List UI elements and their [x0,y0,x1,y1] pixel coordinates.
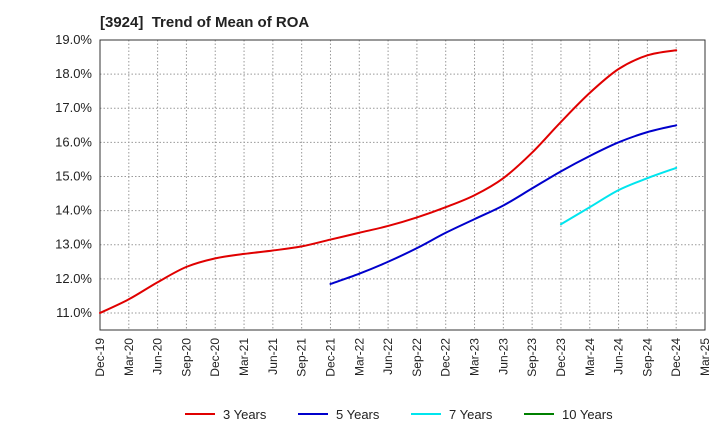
x-tick-label: Dec-23 [554,338,568,377]
grid-lines [100,39,705,330]
x-tick-label: Dec-24 [669,338,683,377]
y-tick-label: 18.0% [55,66,92,81]
y-tick-label: 14.0% [55,203,92,218]
y-tick-label: 13.0% [55,237,92,252]
y-tick-label: 11.0% [56,305,92,320]
x-tick-label: Dec-20 [208,338,222,377]
x-tick-label: Jun-21 [266,338,280,375]
y-tick-label: 17.0% [55,100,92,115]
x-tick-label: Mar-23 [468,338,482,376]
legend: 3 Years 5 Years 7 Years 10 Years [185,407,613,422]
x-tick-label: Sep-23 [525,338,539,377]
x-tick-label: Mar-20 [122,338,136,376]
y-tick-label: 15.0% [55,168,92,183]
y-tick-label: 16.0% [55,134,92,149]
legend-label: 5 Years [336,407,380,422]
x-tick-label: Dec-21 [323,338,337,377]
plot-area [99,39,706,331]
y-tick-label: 19.0% [55,32,92,47]
x-tick-label: Mar-21 [237,338,251,376]
x-tick-label: Sep-22 [410,338,424,377]
x-tick-label: Mar-25 [698,338,712,376]
x-axis-ticks: Dec-19 Mar-20 Jun-20 Sep-20 Dec-20 Mar-21 Jun-… [93,338,712,377]
x-tick-label: Jun-22 [381,338,395,375]
x-tick-label: Dec-22 [439,338,453,377]
x-tick-label: Sep-20 [179,338,193,377]
x-tick-label: Dec-19 [93,338,107,377]
series-line-7-years [559,166,678,226]
x-tick-label: Sep-24 [640,338,654,377]
legend-label: 3 Years [223,407,267,422]
x-tick-label: Jun-23 [496,338,510,375]
legend-label: 10 Years [562,407,613,422]
x-tick-label: Sep-21 [295,338,309,377]
x-tick-label: Mar-24 [583,338,597,376]
series-line-3-years [99,49,678,314]
legend-label: 7 Years [449,407,493,422]
chart-title: [3924] Trend of Mean of ROA [100,14,310,31]
x-tick-label: Jun-24 [612,338,626,375]
y-tick-label: 12.0% [55,271,92,286]
series-lines [99,49,678,314]
y-axis-ticks: 11.0% 12.0% 13.0% 14.0% 15.0% 16.0% 17.0% 18.0%… [55,32,92,320]
x-tick-label: Jun-20 [151,338,165,375]
series-line-5-years [329,124,678,285]
x-tick-label: Mar-22 [352,338,366,376]
